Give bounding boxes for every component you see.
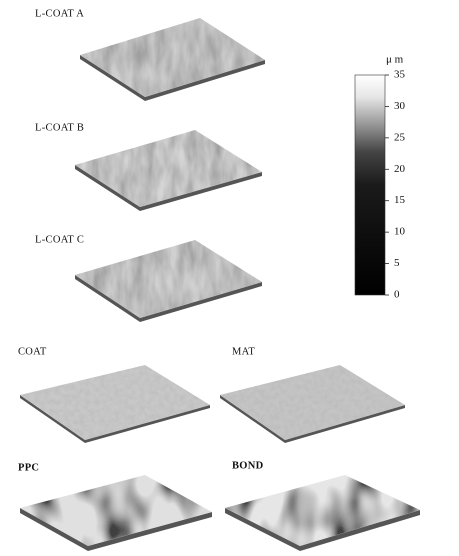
- surface: [80, 18, 265, 101]
- colorbar-scale: [355, 75, 385, 295]
- tick-label: 30: [394, 100, 406, 112]
- surface: [75, 240, 262, 322]
- surface: [225, 475, 420, 551]
- tick-label: 15: [394, 194, 406, 206]
- colorbar-unit: μ m: [386, 54, 404, 66]
- surface: [20, 365, 210, 443]
- tick-label: 5: [394, 257, 400, 269]
- panel-label: L-COAT B: [35, 122, 84, 133]
- panel-label: PPC: [18, 462, 39, 473]
- tick-label: 35: [394, 69, 406, 81]
- surface: [20, 475, 212, 551]
- panel-label: L-COAT A: [35, 8, 84, 19]
- surface: [75, 130, 262, 211]
- panel-label: BOND: [232, 460, 264, 471]
- tick-label: 10: [394, 226, 406, 238]
- tick-label: 20: [394, 163, 406, 175]
- panel-label: MAT: [232, 346, 255, 357]
- figure: L-COAT A L-COAT B L-COAT C COAT MAT PPC …: [0, 0, 459, 556]
- tick-label: 25: [394, 131, 406, 143]
- panel-label: L-COAT C: [35, 234, 84, 245]
- panel-label: COAT: [18, 346, 47, 357]
- surface: [220, 365, 405, 443]
- colorbar: μ m 0 5 10 15 20 25 30 35: [355, 54, 406, 301]
- tick-label: 0: [394, 289, 400, 301]
